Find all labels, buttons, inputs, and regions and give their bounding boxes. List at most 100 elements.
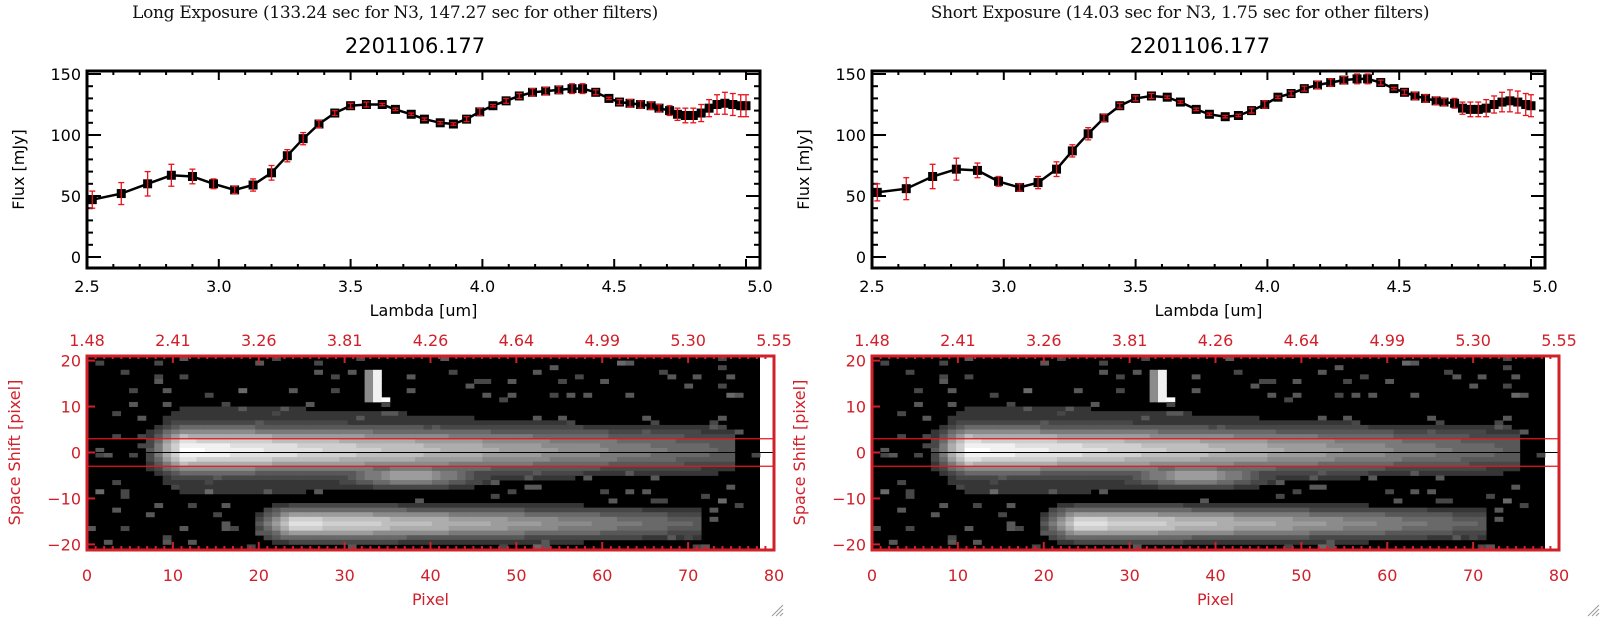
heatmap-cell xyxy=(389,466,399,472)
heatmap-cell xyxy=(1427,424,1437,430)
heatmap-cell xyxy=(1031,443,1041,449)
heatmap-cell xyxy=(591,443,601,449)
heatmap-cell xyxy=(196,452,206,458)
heatmap-cell xyxy=(381,443,391,449)
heatmap-cell xyxy=(566,466,576,472)
heatmap-cell xyxy=(1090,535,1100,541)
heatmap-cell xyxy=(1099,447,1108,453)
heatmap-cell xyxy=(524,452,534,458)
heatmap-cell xyxy=(1444,498,1453,504)
data-point xyxy=(1339,75,1349,85)
heatmap-cell xyxy=(516,521,525,527)
heatmap-cell xyxy=(473,447,483,453)
heatmap-cell xyxy=(221,461,231,467)
heatmap-cell xyxy=(1309,521,1319,527)
heatmap-cell xyxy=(356,434,366,440)
heatmap-cell xyxy=(1334,470,1344,476)
heatmap-cell xyxy=(1343,415,1352,421)
heatmap-cell xyxy=(1015,443,1024,449)
heatmap-cell xyxy=(1132,480,1142,486)
heatmap-cell xyxy=(608,516,618,522)
heatmap-cell xyxy=(465,503,475,509)
heatmap-cell xyxy=(574,512,584,518)
heatmap-cell xyxy=(532,434,542,440)
heatmap-cell xyxy=(566,438,576,444)
heatmap-cell xyxy=(1519,429,1529,435)
heatmap-cell xyxy=(650,452,660,458)
heatmap-cell xyxy=(1427,457,1437,463)
heatmap-cell xyxy=(516,475,525,481)
heatmap-cell xyxy=(1242,452,1251,458)
heatmap-cell xyxy=(322,434,332,440)
heatmap-cell xyxy=(1343,434,1352,440)
heatmap-cell xyxy=(280,434,290,440)
heatmap-cell xyxy=(154,470,164,476)
heatmap-cell xyxy=(1006,461,1016,467)
data-point xyxy=(1513,90,1523,114)
heatmap-cell xyxy=(608,434,618,440)
heatmap-cell xyxy=(1107,480,1117,486)
heatmap-cell xyxy=(415,475,424,481)
heatmap-cell xyxy=(1174,461,1184,467)
heatmap-cell xyxy=(625,443,635,449)
heatmap-cell xyxy=(1275,443,1285,449)
resize-grip-icon[interactable] xyxy=(1586,603,1600,617)
heatmap-cell xyxy=(633,424,643,430)
heatmap-cell xyxy=(330,452,340,458)
heatmap-cell xyxy=(347,512,357,518)
heatmap-cell xyxy=(964,470,974,476)
heatmap-cell xyxy=(1452,535,1462,541)
heatmap-cell xyxy=(272,420,281,426)
heatmap-cell xyxy=(389,434,399,440)
data-point xyxy=(1473,101,1483,118)
heatmap-cell xyxy=(1351,526,1361,532)
heatmap-cell xyxy=(1208,420,1218,426)
heatmap-cell xyxy=(1368,521,1378,527)
heatmap-cell xyxy=(490,461,500,467)
heatmap-cell xyxy=(465,447,475,453)
heatmap-cell xyxy=(1410,360,1420,366)
x-tick-label: 5.0 xyxy=(1532,277,1557,296)
heatmap-cell xyxy=(297,475,307,481)
heatmap-cell xyxy=(314,503,323,509)
heatmap-cell xyxy=(905,369,915,375)
heatmap-cell xyxy=(339,415,349,421)
heatmap-cell xyxy=(1191,484,1201,490)
heatmap-cell xyxy=(1359,457,1369,463)
heatmap-cell xyxy=(1090,411,1100,417)
heatmap-cell xyxy=(1107,466,1117,472)
heatmap-cell xyxy=(1427,489,1437,495)
heatmap-cell xyxy=(659,535,668,541)
heatmap-cell xyxy=(364,521,374,527)
heatmap-cell xyxy=(373,434,382,440)
heatmap-cell xyxy=(667,526,677,532)
heatmap-cell xyxy=(507,530,517,536)
heatmap-cell xyxy=(583,535,593,541)
heatmap-cell xyxy=(1385,434,1394,440)
heatmap-cell xyxy=(196,443,206,449)
heatmap-cell xyxy=(339,470,349,476)
heatmap-cell xyxy=(507,438,517,444)
heatmap-cell xyxy=(642,434,652,440)
heatmap-cell xyxy=(1258,480,1268,486)
heatmap-cell xyxy=(112,507,122,513)
heatmap-cell xyxy=(1309,535,1319,541)
resize-grip-icon[interactable] xyxy=(770,603,784,617)
heatmap-cell xyxy=(297,420,307,426)
heatmap-cell xyxy=(524,507,534,513)
heatmap-cell xyxy=(1376,466,1386,472)
heatmap-cell xyxy=(1435,443,1445,449)
heatmap-cell xyxy=(272,457,281,463)
heatmap-cell xyxy=(1099,507,1108,513)
heatmap-cell xyxy=(171,461,180,467)
heatmap-cell xyxy=(1141,516,1151,522)
heatmap-cell xyxy=(650,521,660,527)
heatmap-cell xyxy=(1065,516,1075,522)
heatmap-cell xyxy=(1208,457,1218,463)
heatmap-cell xyxy=(1225,452,1235,458)
heatmap-cell xyxy=(1065,535,1075,541)
heatmap-cell xyxy=(1258,530,1268,536)
heatmap-cell xyxy=(288,535,298,541)
heatmap-cell xyxy=(314,443,323,449)
heatmap-cell xyxy=(1149,526,1159,532)
